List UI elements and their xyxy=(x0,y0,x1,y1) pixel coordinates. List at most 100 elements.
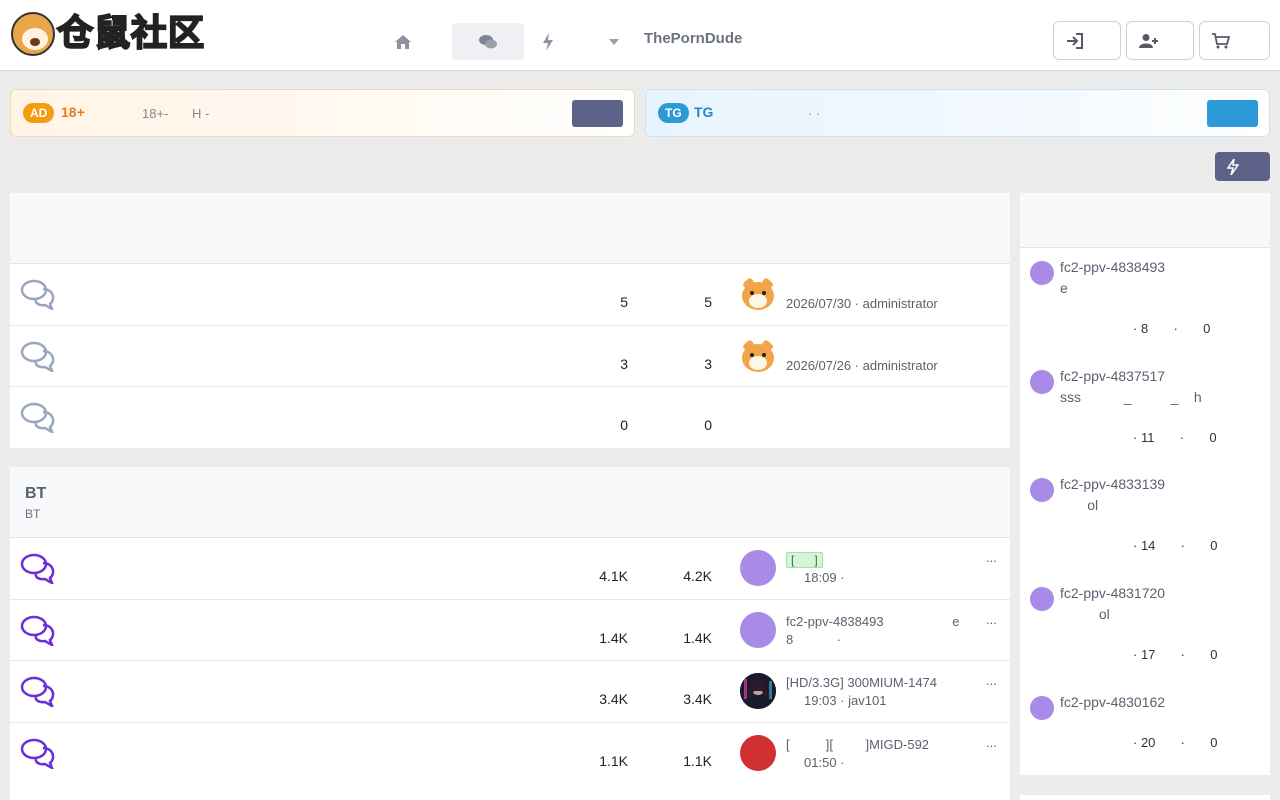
forum-chat-icon xyxy=(20,676,55,707)
ad-title: TG xyxy=(694,104,714,120)
thread-count: 3.4K xyxy=(599,691,628,707)
more-link[interactable]: ... xyxy=(986,611,997,627)
thread-count: 1.4K xyxy=(599,629,628,646)
avatar[interactable] xyxy=(740,611,776,648)
forum-chat-icon xyxy=(20,402,55,433)
forum-row[interactable]: 0 0 xyxy=(10,387,1010,449)
nav-forum[interactable] xyxy=(452,23,524,60)
ad-badge: AD xyxy=(23,103,55,123)
thread-count: 1.1K xyxy=(599,752,628,769)
sidebar-panel-2 xyxy=(1020,795,1270,800)
nav-new[interactable] xyxy=(530,23,566,60)
forum-chat-icon xyxy=(20,341,55,372)
forum-row[interactable]: 5 5 2026/07/30 · administrator xyxy=(10,264,1010,326)
sidebar-thread-title[interactable]: fc2-ppv-4830162 xyxy=(1060,694,1166,710)
last-post-meta: 8 · xyxy=(786,631,841,647)
more-link[interactable]: ... xyxy=(986,673,997,688)
category-subtitle: BT xyxy=(25,507,41,521)
sidebar-thread-title[interactable]: fc2-ppv-4831720 ol xyxy=(1060,585,1166,622)
category-title[interactable]: BT xyxy=(25,485,47,502)
sidebar-thread-title[interactable]: fc2-ppv-4838493 e xyxy=(1060,259,1166,296)
home-icon xyxy=(395,34,411,49)
user-plus-icon xyxy=(1139,33,1158,48)
site-header: 仓鼠社区 ThePornDude xyxy=(0,0,1280,71)
avatar[interactable] xyxy=(740,338,776,374)
ad-banner-telegram[interactable]: TG TG · · xyxy=(645,89,1270,137)
bolt-icon xyxy=(543,32,553,51)
more-link[interactable]: ... xyxy=(986,550,997,565)
forum-row[interactable]: 3.4K 3.4K [HD/3.3G] 300MIUM-1474 19:03 ·… xyxy=(10,661,1010,723)
post-count: 1.1K xyxy=(683,752,712,769)
more-link[interactable]: ... xyxy=(986,734,997,750)
avatar[interactable] xyxy=(740,734,776,771)
avatar[interactable] xyxy=(740,673,776,709)
avatar[interactable] xyxy=(1030,261,1054,285)
sidebar-header xyxy=(1020,193,1270,248)
last-post-meta: 18:09 · xyxy=(786,570,845,585)
sidebar-thread-title[interactable]: fc2-ppv-4833139 ol xyxy=(1060,476,1166,513)
avatar[interactable] xyxy=(740,276,776,312)
avatar[interactable] xyxy=(1030,478,1054,502)
last-post-title[interactable]: [ ] xyxy=(786,552,823,568)
avatar[interactable] xyxy=(1030,587,1054,611)
forum-chat-icon xyxy=(20,279,55,310)
forum-chat-icon xyxy=(20,738,55,769)
nav-link-theporndude[interactable]: ThePornDude xyxy=(644,30,743,47)
thread-count: 0 xyxy=(620,417,628,433)
post-count: 3 xyxy=(704,355,712,372)
forum-row[interactable]: 1.4K 1.4K fc2-ppv-4838493 e 8 · ... xyxy=(10,600,1010,661)
post-count: 4.2K xyxy=(683,568,712,584)
thread-count: 3 xyxy=(620,355,628,372)
forum-row[interactable]: 4.1K 4.2K [ ] 18:09 · ... xyxy=(10,538,1010,600)
ad-badge: TG xyxy=(658,103,689,123)
ad-title: 18+ xyxy=(61,104,85,120)
forum-row[interactable]: 3 3 2026/07/26 · administrator xyxy=(10,326,1010,387)
ad-desc-2: H - xyxy=(192,106,210,121)
site-logo[interactable]: 仓鼠社区 xyxy=(11,12,209,58)
sidebar-thread-stats: · 17 · 0 xyxy=(1133,647,1218,662)
last-post-title[interactable]: [HD/3.3G] 300MIUM-1474 xyxy=(786,675,938,690)
category-header xyxy=(10,193,1010,264)
forum-category-panel: 5 5 2026/07/30 · administrator 3 3 2026/… xyxy=(10,193,1010,448)
sidebar-thread-title[interactable]: fc2-ppv-4837517 sss _ _ h xyxy=(1060,368,1202,405)
last-post-title[interactable]: fc2-ppv-4838493 e xyxy=(786,613,960,629)
chat-icon xyxy=(479,34,497,48)
post-count: 3.4K xyxy=(683,691,712,707)
hamster-logo-icon xyxy=(11,12,55,56)
post-count: 1.4K xyxy=(683,629,712,646)
last-post-meta[interactable]: 2026/07/26 · administrator xyxy=(786,357,938,373)
sidebar-thread-stats: · 20 · 0 xyxy=(1133,735,1218,750)
post-count: 5 xyxy=(704,294,712,310)
ad-desc: 18+- xyxy=(142,106,169,121)
quick-action-button[interactable] xyxy=(1215,152,1270,181)
thread-count: 5 xyxy=(620,294,628,310)
last-post-meta[interactable]: 2026/07/30 · administrator xyxy=(786,296,938,311)
last-post-meta: 01:50 · xyxy=(786,754,845,770)
ad-join-button[interactable] xyxy=(1207,100,1258,127)
forum-category-panel-bt: BT BT 4.1K 4.2K [ ] 18:09 · ... 1.4K 1.4… xyxy=(10,467,1010,800)
avatar[interactable] xyxy=(1030,370,1054,394)
cart-button[interactable] xyxy=(1199,21,1270,60)
last-post-title[interactable]: [ ][ ]MIGD-592 xyxy=(786,736,930,752)
nav-home[interactable] xyxy=(385,23,421,60)
last-post-meta: 19:03 · jav101 xyxy=(786,693,887,708)
thread-count: 4.1K xyxy=(599,568,628,584)
sidebar-thread-stats: · 8 · 0 xyxy=(1133,321,1211,336)
login-button[interactable] xyxy=(1053,21,1121,60)
avatar[interactable] xyxy=(740,550,776,586)
forum-chat-icon xyxy=(20,615,55,646)
sidebar-thread-stats: · 14 · 0 xyxy=(1133,538,1218,553)
avatar[interactable] xyxy=(1030,696,1054,720)
forum-row[interactable]: 1.1K 1.1K [ ][ ]MIGD-592 01:50 · ... xyxy=(10,723,1010,785)
user-avatar-image xyxy=(740,673,776,709)
login-icon xyxy=(1067,32,1083,49)
register-button[interactable] xyxy=(1126,21,1194,60)
ad-visit-button[interactable] xyxy=(572,100,623,127)
nav-more-dropdown[interactable] xyxy=(598,23,630,60)
cart-icon xyxy=(1212,32,1230,48)
bolt-icon xyxy=(1227,158,1239,175)
ad-desc: · · xyxy=(808,106,821,121)
ad-banner-18plus[interactable]: AD 18+ 18+- H - xyxy=(10,89,635,137)
post-count: 0 xyxy=(704,417,712,433)
caret-down-icon xyxy=(609,38,619,45)
